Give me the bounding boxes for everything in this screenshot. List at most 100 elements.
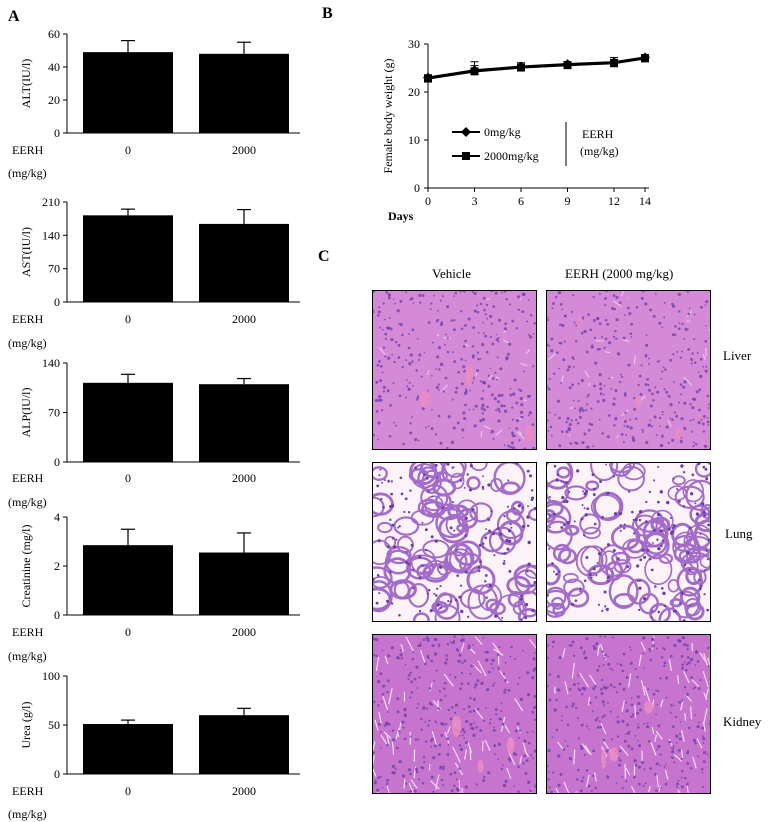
nucleus [645, 343, 649, 347]
nucleus [407, 790, 409, 793]
nucleus [642, 652, 645, 655]
nucleus [569, 442, 573, 445]
nucleus [558, 367, 561, 370]
nucleus [700, 767, 704, 771]
nucleus [707, 538, 710, 542]
nucleus [655, 762, 659, 766]
nucleus [520, 403, 524, 407]
nucleus [515, 327, 518, 330]
nucleus [501, 722, 505, 726]
nucleus [398, 323, 401, 325]
nucleus [382, 302, 385, 305]
nucleus [676, 488, 679, 491]
nucleus [495, 713, 498, 716]
tubule-lumen [397, 721, 402, 737]
nucleus [598, 382, 603, 386]
nucleus [643, 768, 646, 771]
nucleus [391, 729, 395, 732]
nucleus [462, 411, 466, 415]
nucleus [547, 419, 549, 422]
sinusoid [518, 431, 523, 435]
nucleus [704, 339, 708, 343]
nucleus [648, 363, 650, 365]
nucleus [702, 742, 705, 744]
nucleus [679, 356, 683, 359]
nucleus [643, 555, 647, 559]
nucleus [550, 337, 554, 341]
nucleus [628, 312, 632, 316]
nucleus [446, 446, 449, 449]
nucleus [707, 665, 710, 667]
nucleus [585, 350, 589, 354]
tubule-lumen [589, 674, 598, 687]
alveolus [682, 479, 704, 503]
nucleus [663, 316, 666, 319]
nucleus [633, 532, 636, 535]
nucleus [517, 388, 520, 391]
nucleus [509, 655, 512, 658]
nucleus [687, 726, 691, 730]
nucleus [556, 473, 559, 477]
nucleus [701, 735, 704, 738]
tubule-lumen [707, 657, 710, 668]
nucleus [656, 690, 660, 693]
alveolus [447, 504, 469, 519]
alveolus [436, 560, 453, 576]
nucleus [460, 357, 463, 361]
nucleus [522, 762, 525, 765]
nucleus [598, 322, 602, 326]
nucleus [403, 737, 407, 741]
tubule-lumen [523, 749, 529, 758]
nucleus [418, 555, 422, 559]
nucleus [683, 401, 687, 405]
nucleus [389, 571, 392, 574]
y-tick-label: 0 [54, 767, 60, 781]
nucleus [664, 782, 668, 786]
nucleus [702, 750, 707, 755]
nucleus [427, 656, 430, 659]
nucleus [596, 668, 600, 672]
nucleus [576, 421, 580, 425]
nucleus [427, 425, 430, 427]
nucleus [561, 323, 565, 328]
nucleus [442, 767, 445, 771]
nucleus [550, 349, 554, 353]
nucleus [556, 399, 560, 403]
nucleus [644, 520, 648, 524]
nucleus [382, 346, 386, 349]
nucleus [680, 464, 684, 468]
nucleus [675, 414, 679, 418]
nucleus [650, 425, 654, 428]
tubule-lumen [435, 774, 440, 790]
nucleus [640, 364, 643, 367]
nucleus [592, 493, 596, 496]
sinusoid [667, 419, 672, 428]
nucleus [488, 722, 492, 725]
nucleus [686, 291, 690, 293]
nucleus [482, 475, 484, 478]
nucleus [517, 790, 521, 793]
nucleus [677, 292, 681, 297]
nucleus [483, 775, 486, 779]
nucleus [482, 719, 485, 722]
nucleus [571, 356, 574, 359]
nucleus [468, 710, 472, 714]
nucleus [479, 302, 483, 306]
nucleus [526, 693, 529, 696]
nucleus [593, 522, 597, 526]
nucleus [624, 733, 627, 736]
sinusoid [683, 376, 693, 386]
alveolus [649, 602, 671, 621]
nucleus [571, 705, 574, 708]
nucleus [529, 789, 533, 793]
tubule-lumen [391, 741, 395, 755]
alveolus [564, 485, 588, 501]
nucleus [548, 698, 552, 702]
nucleus [670, 530, 674, 534]
nucleus [593, 336, 597, 339]
nucleus [658, 321, 662, 325]
nucleus [580, 646, 583, 650]
nucleus [554, 296, 558, 299]
nucleus [607, 748, 610, 751]
